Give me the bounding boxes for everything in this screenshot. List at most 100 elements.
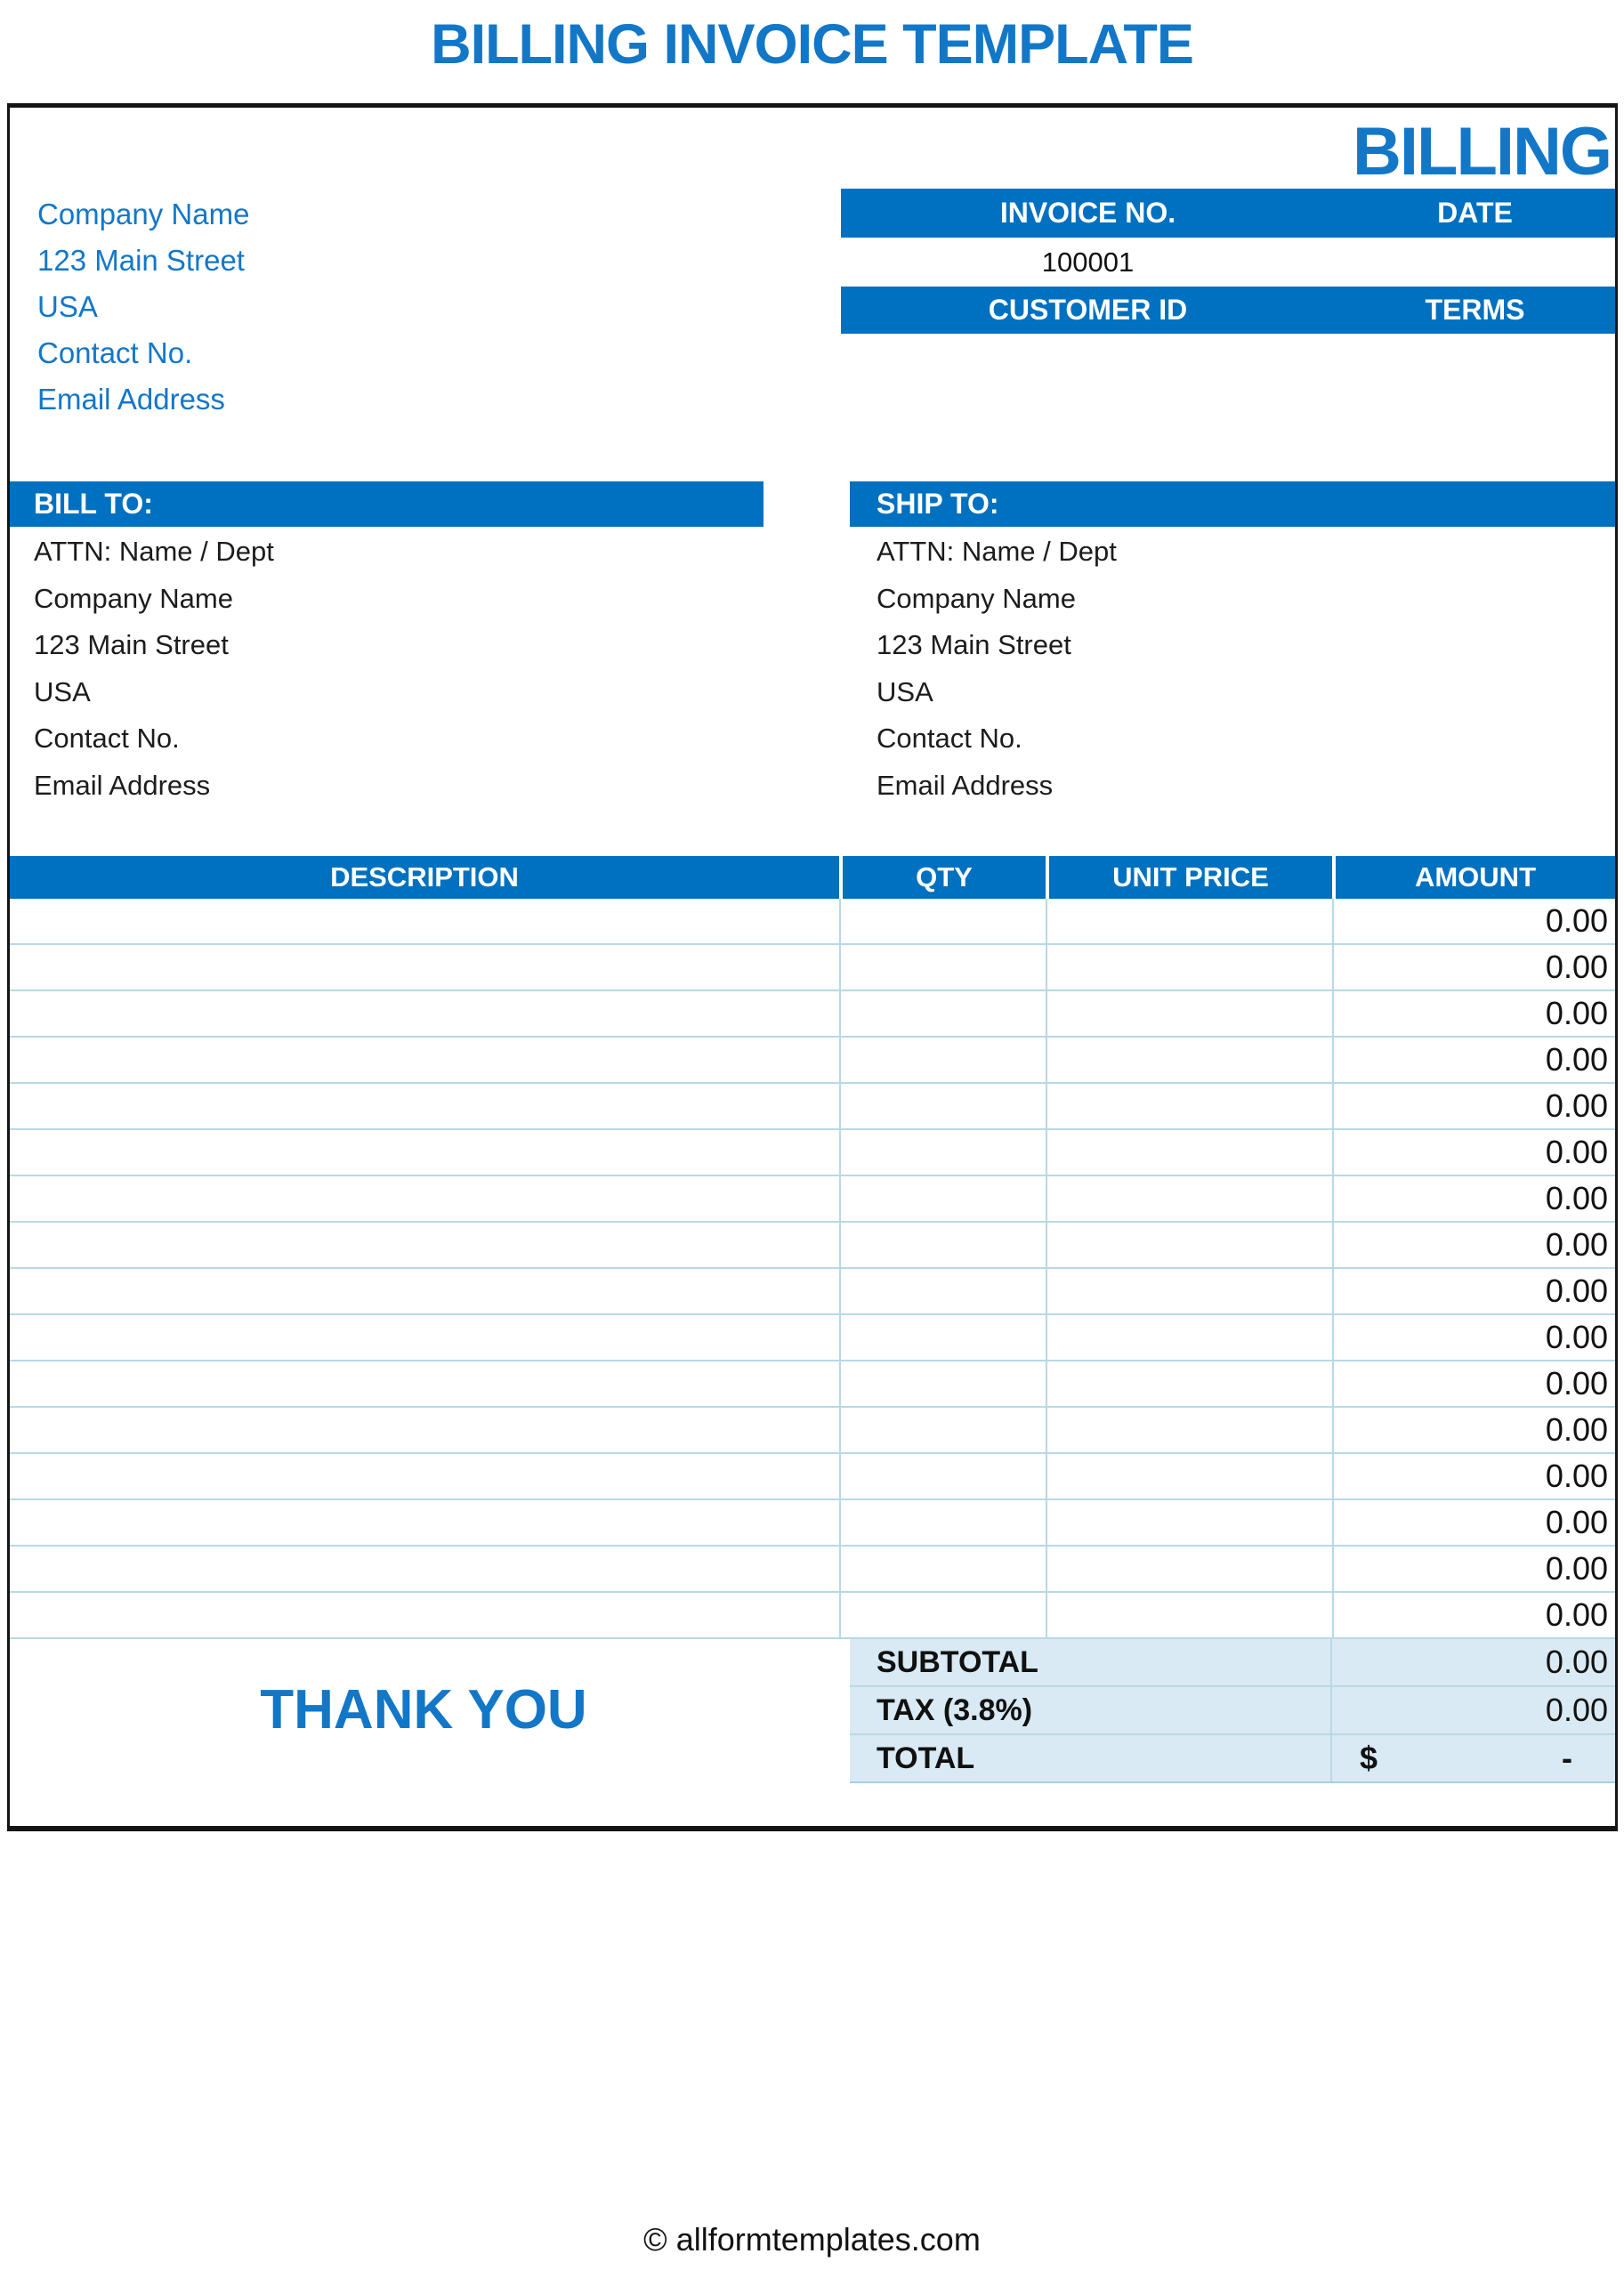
- subtotal-value[interactable]: 0.00: [1545, 1644, 1608, 1680]
- unit-price-cell[interactable]: [1046, 1130, 1332, 1175]
- amount-cell[interactable]: 0.00: [1332, 1269, 1615, 1313]
- customer-meta-header-row: CUSTOMER ID TERMS: [841, 287, 1615, 334]
- description-cell[interactable]: [10, 1176, 839, 1221]
- table-row: 0.00: [10, 991, 1615, 1038]
- table-row: 0.00: [10, 1084, 1615, 1130]
- table-row: 0.00: [10, 1408, 1615, 1454]
- amount-cell[interactable]: 0.00: [1332, 1547, 1615, 1591]
- amount-cell[interactable]: 0.00: [1332, 1084, 1615, 1128]
- unit-price-cell[interactable]: [1046, 1593, 1332, 1637]
- unit-price-cell[interactable]: [1046, 991, 1332, 1036]
- items-rows: 0.00 0.00 0.00 0.00 0.00 0.00 0.00 0.00 0.00 0.00…: [10, 899, 1615, 1639]
- description-cell[interactable]: [10, 1593, 839, 1637]
- description-cell[interactable]: [10, 1361, 839, 1406]
- currency-symbol: $: [1360, 1740, 1378, 1776]
- description-cell[interactable]: [10, 1130, 839, 1175]
- qty-cell[interactable]: [839, 1500, 1046, 1545]
- thank-you-note: THANK YOU: [260, 1679, 587, 1741]
- unit-price-cell[interactable]: [1046, 1038, 1332, 1082]
- qty-cell[interactable]: [839, 899, 1046, 943]
- total-value: -: [1562, 1740, 1572, 1776]
- tax-row: TAX (3.8%) 0.00: [850, 1687, 1615, 1735]
- description-cell[interactable]: [10, 1547, 839, 1591]
- description-cell[interactable]: [10, 1269, 839, 1313]
- invoice-meta-header-row: INVOICE NO. DATE: [841, 189, 1615, 238]
- qty-cell[interactable]: [839, 1038, 1046, 1082]
- unit-price-cell[interactable]: [1046, 945, 1332, 990]
- qty-cell[interactable]: [839, 991, 1046, 1036]
- qty-cell[interactable]: [839, 1408, 1046, 1452]
- qty-cell[interactable]: [839, 945, 1046, 990]
- unit-price-cell[interactable]: [1046, 1547, 1332, 1591]
- amount-cell[interactable]: 0.00: [1332, 1176, 1615, 1221]
- unit-price-cell[interactable]: [1046, 1176, 1332, 1221]
- date-value[interactable]: [1335, 238, 1615, 287]
- text-line: USA: [37, 290, 98, 323]
- customer-id-header: CUSTOMER ID: [988, 294, 1188, 326]
- unit-price-cell[interactable]: [1046, 1500, 1332, 1545]
- bill-to-address-block: ATTN: Name / Dept Company Name 123 Main St…: [34, 529, 274, 809]
- unit-price-cell[interactable]: [1046, 1223, 1332, 1267]
- table-row: 0.00: [10, 1176, 1615, 1223]
- text-line: 123 Main Street: [37, 244, 245, 277]
- amount-cell[interactable]: 0.00: [1332, 1315, 1615, 1360]
- bill-to-header: BILL TO:: [10, 481, 764, 527]
- amount-cell[interactable]: 0.00: [1332, 1454, 1615, 1498]
- text-line: Email Address: [34, 769, 211, 801]
- unit-price-cell[interactable]: [1046, 1269, 1332, 1313]
- qty-cell[interactable]: [839, 1454, 1046, 1498]
- amount-cell[interactable]: 0.00: [1332, 1408, 1615, 1452]
- invoice-meta-value-row: 100001: [841, 238, 1615, 287]
- text-line: Company Name: [37, 198, 250, 230]
- description-cell[interactable]: [10, 1223, 839, 1267]
- unit-price-cell[interactable]: [1046, 1408, 1332, 1452]
- table-row: 0.00: [10, 1547, 1615, 1593]
- amount-cell[interactable]: 0.00: [1332, 1130, 1615, 1175]
- text-line: USA: [877, 675, 933, 707]
- amount-cell[interactable]: 0.00: [1332, 945, 1615, 990]
- amount-cell[interactable]: 0.00: [1332, 1361, 1615, 1406]
- qty-cell[interactable]: [839, 1130, 1046, 1175]
- qty-cell[interactable]: [839, 1593, 1046, 1637]
- table-row: 0.00: [10, 1454, 1615, 1500]
- text-line: USA: [34, 675, 91, 707]
- table-row: 0.00: [10, 1130, 1615, 1176]
- qty-cell[interactable]: [839, 1361, 1046, 1406]
- description-cell[interactable]: [10, 1454, 839, 1498]
- description-cell[interactable]: [10, 1500, 839, 1545]
- qty-cell[interactable]: [839, 1547, 1046, 1591]
- unit-price-cell[interactable]: [1046, 1361, 1332, 1406]
- qty-cell[interactable]: [839, 1176, 1046, 1221]
- qty-cell[interactable]: [839, 1269, 1046, 1313]
- qty-cell[interactable]: [839, 1084, 1046, 1128]
- unit-price-cell[interactable]: [1046, 899, 1332, 943]
- unit-price-cell[interactable]: [1046, 1454, 1332, 1498]
- amount-cell[interactable]: 0.00: [1332, 1223, 1615, 1267]
- description-cell[interactable]: [10, 1084, 839, 1128]
- description-cell[interactable]: [10, 945, 839, 990]
- unit-price-column-header: UNIT PRICE: [1046, 856, 1332, 899]
- invoice-no-value[interactable]: 100001: [1041, 246, 1135, 278]
- invoice-sheet: BILLING Company Name 123 Main Street USA Co…: [7, 103, 1618, 1831]
- qty-cell[interactable]: [839, 1223, 1046, 1267]
- amount-cell[interactable]: 0.00: [1332, 899, 1615, 943]
- amount-cell[interactable]: 0.00: [1332, 1593, 1615, 1637]
- billing-heading: BILLING: [1353, 114, 1612, 190]
- text-line: ATTN: Name / Dept: [877, 536, 1117, 567]
- qty-cell[interactable]: [839, 1315, 1046, 1360]
- description-cell[interactable]: [10, 899, 839, 943]
- total-value-cell[interactable]: $ -: [1332, 1735, 1615, 1781]
- description-cell[interactable]: [10, 991, 839, 1036]
- description-cell[interactable]: [10, 1408, 839, 1452]
- description-cell[interactable]: [10, 1038, 839, 1082]
- description-cell[interactable]: [10, 1315, 839, 1360]
- table-row: 0.00: [10, 1038, 1615, 1084]
- amount-cell[interactable]: 0.00: [1332, 991, 1615, 1036]
- amount-cell[interactable]: 0.00: [1332, 1038, 1615, 1082]
- tax-value[interactable]: 0.00: [1545, 1692, 1608, 1728]
- unit-price-cell[interactable]: [1046, 1315, 1332, 1360]
- amount-cell[interactable]: 0.00: [1332, 1500, 1615, 1545]
- table-row: 0.00: [10, 1500, 1615, 1547]
- unit-price-cell[interactable]: [1046, 1084, 1332, 1128]
